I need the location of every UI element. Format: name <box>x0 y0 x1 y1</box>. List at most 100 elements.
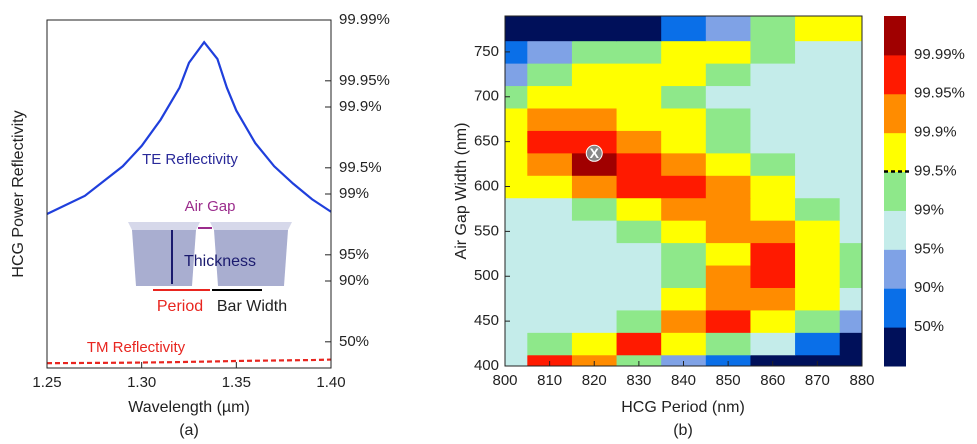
colorbar-label: 50% <box>914 318 944 335</box>
plot-frame <box>46 19 332 369</box>
heat-cell <box>795 63 841 87</box>
heat-cell <box>505 265 528 288</box>
x-tick-label: 1.25 <box>32 374 61 391</box>
heat-cell <box>795 175 841 199</box>
marker-label: X <box>590 145 600 161</box>
heat-cell <box>616 152 662 176</box>
x-tick-label: 860 <box>760 372 785 389</box>
heat-cell <box>616 107 662 131</box>
colorbar-block <box>884 288 906 328</box>
heat-cell <box>571 107 618 131</box>
y-tick-label: 550 <box>474 222 499 239</box>
x-tick-label: 800 <box>492 372 517 389</box>
heat-cell <box>705 63 751 87</box>
heat-cell <box>750 332 796 356</box>
heat-cell <box>505 175 528 199</box>
heat-cell <box>750 85 796 109</box>
heat-cell <box>795 309 841 333</box>
heat-cell <box>571 85 618 109</box>
y-tick-label: 99% <box>339 185 369 202</box>
heat-cell <box>839 242 862 266</box>
heat-cell <box>661 63 707 87</box>
heat-cell <box>839 354 862 366</box>
heat-cell <box>750 354 796 366</box>
heat-cell <box>750 265 796 288</box>
heat-cell <box>616 265 662 288</box>
heat-cell <box>505 332 528 356</box>
heat-cell <box>795 354 841 366</box>
heat-cell <box>839 85 862 109</box>
marker <box>585 144 603 162</box>
heat-cell <box>661 220 707 244</box>
heat-cell <box>839 152 862 176</box>
colorbar-label: 99% <box>914 201 944 218</box>
heat-cell <box>795 130 841 154</box>
heat-cell <box>616 175 662 199</box>
heat-cell <box>527 197 573 221</box>
heat-cell <box>505 40 528 64</box>
heat-cell <box>527 287 573 311</box>
colorbar-label: 99.9% <box>914 124 957 141</box>
heatmap <box>505 16 862 366</box>
heat-cell <box>705 175 751 199</box>
heat-cell <box>661 85 707 109</box>
heat-cell <box>527 152 573 176</box>
heat-cell <box>616 332 662 356</box>
heat-cell <box>661 332 707 356</box>
y-tick-label: 95% <box>339 246 369 263</box>
heat-cell <box>616 354 662 366</box>
heat-cell <box>527 354 573 366</box>
x-tick-label: 1.40 <box>316 374 345 391</box>
heat-cell <box>705 40 751 64</box>
heat-cell <box>839 63 862 87</box>
heat-cell <box>750 220 796 244</box>
colorbar-label: 99.99% <box>914 46 965 63</box>
heat-cell <box>795 16 841 42</box>
heat-cell <box>527 130 573 154</box>
heat-cell <box>705 107 751 131</box>
x-tick-label: 1.35 <box>222 374 251 391</box>
y-tick-label: 750 <box>474 43 499 60</box>
series-line <box>46 40 332 216</box>
heat-cell <box>571 175 618 199</box>
colorbar-block <box>884 249 906 289</box>
x-tick-label: 880 <box>849 372 874 389</box>
annotation: Bar Width <box>217 298 287 315</box>
heat-cell <box>705 130 751 154</box>
heat-cell <box>795 85 841 109</box>
panel-label: (a) <box>179 422 199 439</box>
x-tick-label: 830 <box>626 372 651 389</box>
colorbar-label: 99.5% <box>914 163 957 180</box>
heat-cell <box>750 107 796 131</box>
heat-cell <box>705 354 751 366</box>
heat-cell <box>505 63 528 87</box>
heat-cell <box>527 220 573 244</box>
heat-cell <box>571 63 618 87</box>
heat-cell <box>839 265 862 288</box>
y-tick-label: 500 <box>474 267 499 284</box>
heat-cell <box>616 16 662 42</box>
heat-cell <box>839 197 862 221</box>
heat-cell <box>527 242 573 266</box>
heat-cell <box>527 175 573 199</box>
heat-cell <box>705 309 751 333</box>
heat-cell <box>616 242 662 266</box>
heat-cell <box>571 130 618 154</box>
heat-cell <box>839 332 862 356</box>
heat-cell <box>750 287 796 311</box>
colorbar-block <box>884 327 906 367</box>
heat-cell <box>705 85 751 109</box>
heat-cell <box>505 242 528 266</box>
heat-cell <box>571 242 618 266</box>
heat-cell <box>839 16 862 42</box>
colorbar-block <box>884 93 906 134</box>
heat-cell <box>661 287 707 311</box>
heat-cell <box>571 265 618 288</box>
heat-cell <box>661 242 707 266</box>
y-tick-label: 600 <box>474 177 499 194</box>
heat-cell <box>839 220 862 244</box>
bar-body <box>132 230 196 286</box>
heat-cell <box>661 265 707 288</box>
y-tick-label: 99.5% <box>339 159 382 176</box>
x-tick-label: 810 <box>537 372 562 389</box>
